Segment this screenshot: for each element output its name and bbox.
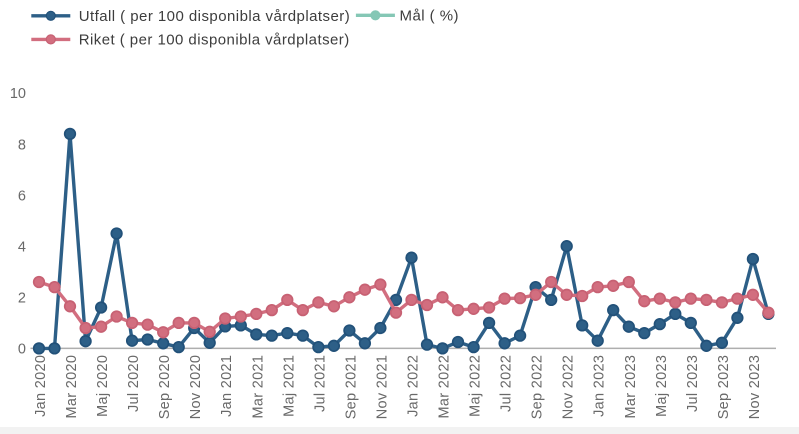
svg-text:Maj 2020: Maj 2020 <box>95 355 111 417</box>
svg-text:Nov 2020: Nov 2020 <box>188 355 204 419</box>
svg-text:Maj 2023: Maj 2023 <box>654 355 670 417</box>
svg-text:Riket ( per 100 disponibla vår: Riket ( per 100 disponibla vårdplatser) <box>79 32 350 49</box>
svg-text:Jul 2021: Jul 2021 <box>312 355 328 412</box>
svg-text:Nov 2022: Nov 2022 <box>561 355 577 419</box>
svg-text:8: 8 <box>18 137 26 153</box>
svg-text:2: 2 <box>18 291 26 307</box>
svg-text:Mar 2022: Mar 2022 <box>437 355 453 419</box>
svg-text:Jan 2020: Jan 2020 <box>33 355 49 417</box>
svg-text:0: 0 <box>18 342 26 358</box>
svg-text:Nov 2021: Nov 2021 <box>374 355 390 419</box>
svg-text:Jul 2022: Jul 2022 <box>499 355 515 412</box>
svg-text:10: 10 <box>10 86 26 102</box>
svg-text:Maj 2021: Maj 2021 <box>281 355 297 417</box>
svg-text:Jan 2023: Jan 2023 <box>592 355 608 417</box>
svg-text:Mar 2023: Mar 2023 <box>623 355 639 419</box>
svg-text:Mål ( %): Mål ( %) <box>400 7 459 24</box>
svg-text:4: 4 <box>18 239 26 255</box>
svg-text:Jul 2023: Jul 2023 <box>685 355 701 412</box>
svg-text:Maj 2022: Maj 2022 <box>468 355 484 417</box>
svg-text:Nov 2023: Nov 2023 <box>747 355 763 419</box>
svg-text:Utfall ( per 100 disponibla vå: Utfall ( per 100 disponibla vårdplatser) <box>79 8 350 25</box>
svg-text:Jan 2022: Jan 2022 <box>406 355 422 417</box>
svg-text:Mar 2021: Mar 2021 <box>250 355 266 419</box>
svg-text:Sep 2021: Sep 2021 <box>343 355 359 420</box>
svg-text:Mar 2020: Mar 2020 <box>64 355 80 419</box>
svg-text:6: 6 <box>18 188 26 204</box>
svg-text:Sep 2020: Sep 2020 <box>157 355 173 420</box>
svg-text:Jul 2020: Jul 2020 <box>126 355 142 412</box>
svg-text:Jan 2021: Jan 2021 <box>219 355 235 417</box>
svg-text:Sep 2022: Sep 2022 <box>530 355 546 420</box>
svg-text:Sep 2023: Sep 2023 <box>716 355 732 420</box>
